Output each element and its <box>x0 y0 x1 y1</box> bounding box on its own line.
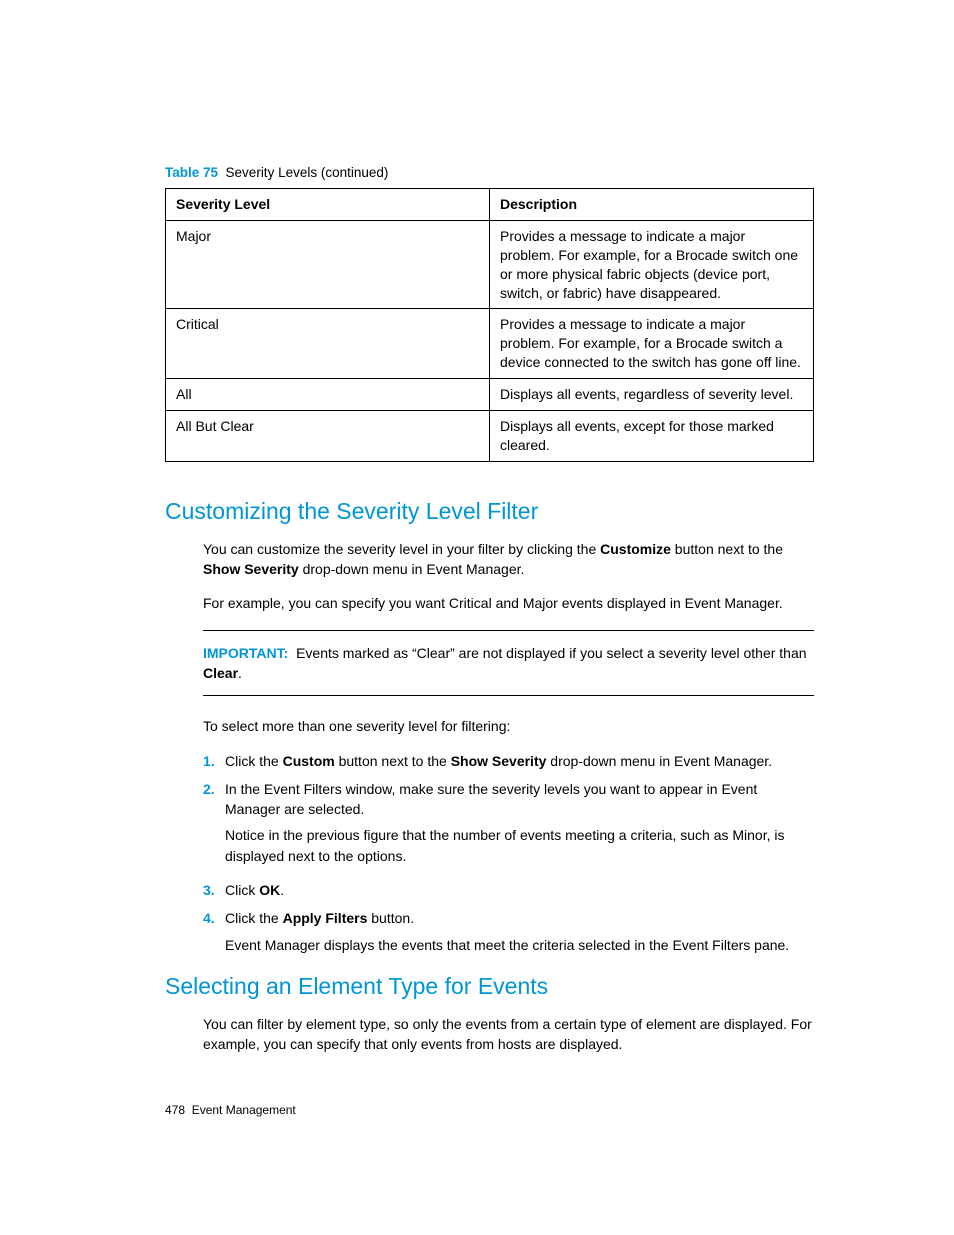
cell-desc: Provides a message to indicate a major p… <box>490 220 814 309</box>
footer-section: Event Management <box>192 1103 296 1117</box>
table-row: Critical Provides a message to indicate … <box>166 309 814 379</box>
table-row: All Displays all events, regardless of s… <box>166 379 814 411</box>
heading-selecting-element-type: Selecting an Element Type for Events <box>165 973 814 1000</box>
section2-body: You can filter by element type, so only … <box>203 1014 814 1055</box>
steps-list: Click the Custom button next to the Show… <box>203 751 814 955</box>
table-label: Table 75 <box>165 165 218 180</box>
step-item: Click the Custom button next to the Show… <box>203 751 814 771</box>
cell-desc: Provides a message to indicate a major p… <box>490 309 814 379</box>
step-item: In the Event Filters window, make sure t… <box>203 779 814 866</box>
page-footer: 478 Event Management <box>165 1103 296 1117</box>
cell-desc: Displays all events, except for those ma… <box>490 411 814 462</box>
step-item: Click the Apply Filters button. Event Ma… <box>203 908 814 955</box>
bold-text: Show Severity <box>451 753 547 769</box>
text: drop-down menu in Event Manager. <box>546 753 772 769</box>
heading-customizing-filter: Customizing the Severity Level Filter <box>165 498 814 525</box>
col-header-severity: Severity Level <box>166 189 490 221</box>
important-note: IMPORTANT: Events marked as “Clear” are … <box>203 630 814 697</box>
step-subtext: Event Manager displays the events that m… <box>225 935 814 955</box>
table-row: All But Clear Displays all events, excep… <box>166 411 814 462</box>
bold-text: Show Severity <box>203 561 299 577</box>
text: In the Event Filters window, make sure t… <box>225 781 757 817</box>
text: Click the <box>225 910 283 926</box>
para: You can customize the severity level in … <box>203 539 814 580</box>
text: . <box>280 882 284 898</box>
text: . <box>238 665 242 681</box>
para: For example, you can specify you want Cr… <box>203 593 814 613</box>
step-item: Click OK. <box>203 880 814 900</box>
text: Click the <box>225 753 283 769</box>
bold-text: Customize <box>600 541 671 557</box>
cell-desc: Displays all events, regardless of sever… <box>490 379 814 411</box>
para: To select more than one severity level f… <box>203 716 814 736</box>
table-header-row: Severity Level Description <box>166 189 814 221</box>
cell-level: All But Clear <box>166 411 490 462</box>
important-label: IMPORTANT: <box>203 645 288 661</box>
bold-text: Apply Filters <box>283 910 368 926</box>
text: You can customize the severity level in … <box>203 541 600 557</box>
text: Events marked as “Clear” are not display… <box>296 645 806 661</box>
bold-text: Custom <box>283 753 335 769</box>
para: You can filter by element type, so only … <box>203 1014 814 1055</box>
step-subtext: Notice in the previous figure that the n… <box>225 825 814 866</box>
cell-level: Critical <box>166 309 490 379</box>
text: drop-down menu in Event Manager. <box>299 561 525 577</box>
table-row: Major Provides a message to indicate a m… <box>166 220 814 309</box>
table-caption-text: Severity Levels (continued) <box>226 165 389 180</box>
text: button next to the <box>671 541 783 557</box>
text: Click <box>225 882 259 898</box>
document-page: Table 75 Severity Levels (continued) Sev… <box>0 0 954 1235</box>
severity-levels-table: Severity Level Description Major Provide… <box>165 188 814 462</box>
text: button. <box>367 910 414 926</box>
col-header-description: Description <box>490 189 814 221</box>
cell-level: All <box>166 379 490 411</box>
bold-text: Clear <box>203 665 238 681</box>
page-number: 478 <box>165 1103 185 1117</box>
section1-body: You can customize the severity level in … <box>203 539 814 955</box>
text: button next to the <box>335 753 451 769</box>
bold-text: OK <box>259 882 280 898</box>
table-caption: Table 75 Severity Levels (continued) <box>165 165 814 180</box>
cell-level: Major <box>166 220 490 309</box>
